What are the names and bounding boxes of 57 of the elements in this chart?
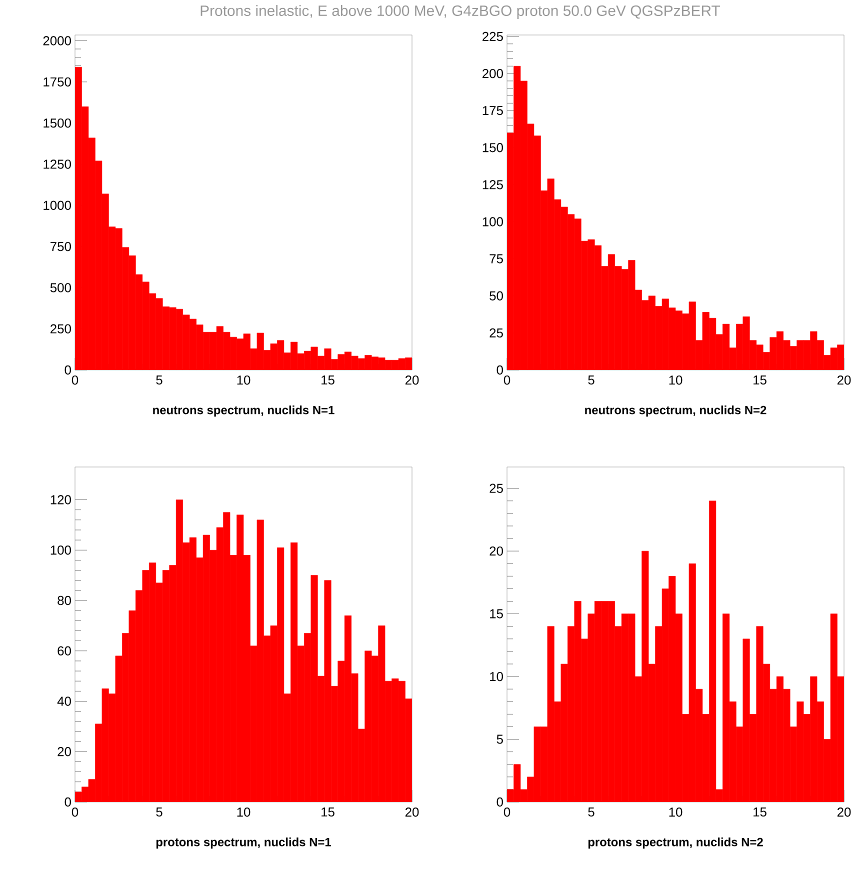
x-tick-label: 5 (588, 376, 594, 385)
y-tick-label: 150 (482, 143, 503, 152)
y-tick-label: 100 (482, 217, 503, 226)
x-tick-label: 10 (669, 808, 682, 817)
y-tick-label: 40 (57, 696, 71, 706)
x-axis-title: protons spectrum, nuclids N=1 (156, 838, 332, 849)
text: Protons inelastic, E above 1000 MeV, G4zBGO proton 50.0 GeV QGSPzBERT (200, 5, 720, 19)
x-tick-label: 10 (237, 376, 250, 385)
x-axis-title: neutrons spectrum, nuclids N=1 (153, 406, 334, 417)
x-tick-label: 0 (72, 808, 78, 817)
x-tick-label: 15 (754, 808, 766, 817)
x-tick-label: 15 (322, 376, 334, 385)
y-tick-label: 0 (496, 365, 503, 375)
y-tick-label: 500 (50, 283, 71, 292)
x-tick-label: 10 (669, 376, 682, 385)
x-tick-label: 20 (837, 808, 851, 817)
x-tick-label: 5 (156, 808, 162, 817)
y-tick-label: 0 (64, 797, 71, 807)
y-tick-label: 50 (490, 291, 503, 300)
y-tick-label: 250 (50, 324, 71, 334)
y-tick-label: 225 (482, 32, 503, 42)
y-tick-label: 25 (490, 328, 503, 338)
x-tick-label: 15 (322, 808, 334, 817)
y-tick-label: 1250 (44, 160, 71, 169)
x-axis-title: protons spectrum, nuclids N=2 (588, 838, 763, 849)
y-tick-label: 75 (490, 254, 503, 264)
y-tick-label: 2000 (43, 36, 71, 46)
y-tick-label: 100 (50, 546, 71, 555)
x-axis-title: neutrons spectrum, nuclids N=2 (585, 406, 766, 417)
x-tick-label: 0 (504, 376, 510, 385)
x-tick-label: 0 (504, 808, 510, 817)
x-tick-label: 10 (237, 808, 250, 817)
y-tick-label: 20 (58, 747, 71, 756)
y-tick-label: 25 (490, 484, 503, 493)
y-tick-label: 1500 (44, 118, 71, 128)
x-tick-label: 20 (837, 376, 851, 385)
y-tick-label: 120 (50, 495, 71, 504)
x-tick-label: 20 (405, 808, 419, 817)
y-tick-label: 1750 (44, 77, 71, 86)
y-tick-label: 200 (482, 68, 503, 78)
y-tick-label: 80 (58, 596, 71, 606)
x-tick-label: 5 (588, 808, 594, 817)
y-tick-label: 20 (490, 546, 503, 556)
y-tick-label: 1000 (44, 200, 71, 210)
y-tick-label: 10 (490, 672, 503, 682)
y-tick-label: 125 (482, 180, 503, 190)
y-tick-label: 5 (496, 734, 503, 744)
y-tick-label: 60 (58, 646, 71, 656)
x-tick-label: 20 (405, 376, 419, 385)
y-tick-label: 0 (496, 797, 503, 807)
y-tick-label: 175 (482, 106, 503, 116)
y-tick-label: 0 (64, 365, 71, 375)
y-tick-label: 750 (50, 242, 71, 252)
x-tick-label: 15 (754, 376, 766, 385)
y-tick-label: 15 (490, 609, 503, 618)
x-tick-label: 0 (72, 376, 78, 385)
x-tick-label: 5 (156, 376, 162, 385)
